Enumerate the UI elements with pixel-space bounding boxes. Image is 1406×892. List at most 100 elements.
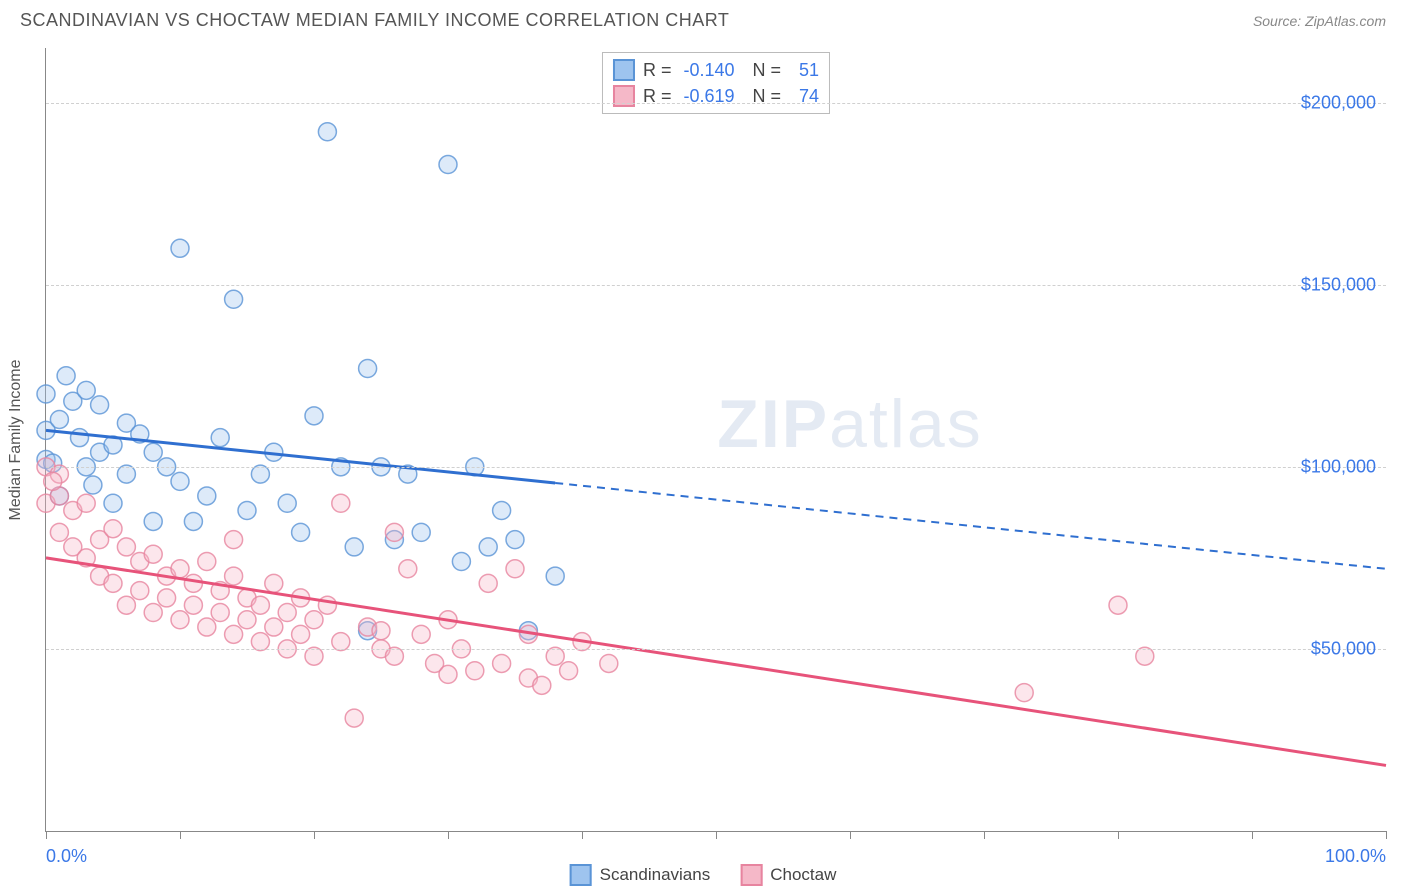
trend-line-solid xyxy=(46,558,1386,766)
scatter-point xyxy=(560,662,578,680)
scatter-point xyxy=(225,625,243,643)
scatter-point xyxy=(77,494,95,512)
y-tick-label: $100,000 xyxy=(1301,456,1376,477)
scatter-point xyxy=(198,487,216,505)
scatter-point xyxy=(251,596,269,614)
scatter-point xyxy=(493,502,511,520)
y-tick-label: $200,000 xyxy=(1301,92,1376,113)
scatter-point xyxy=(506,531,524,549)
scatter-point xyxy=(238,502,256,520)
scatter-point xyxy=(198,553,216,571)
scatter-point xyxy=(278,603,296,621)
legend-item: Choctaw xyxy=(740,864,836,886)
scatter-point xyxy=(104,520,122,538)
scatter-point xyxy=(265,618,283,636)
scatter-point xyxy=(144,443,162,461)
legend-swatch xyxy=(613,85,635,107)
x-tick-label: 100.0% xyxy=(1325,846,1386,867)
scatter-point xyxy=(332,494,350,512)
scatter-point xyxy=(479,538,497,556)
scatter-point xyxy=(466,662,484,680)
scatter-point xyxy=(104,494,122,512)
plot-svg xyxy=(46,48,1386,831)
scatter-point xyxy=(305,407,323,425)
scatter-point xyxy=(345,709,363,727)
legend-item: Scandinavians xyxy=(570,864,711,886)
scatter-point xyxy=(117,596,135,614)
legend-label: Scandinavians xyxy=(600,865,711,885)
r-value: -0.140 xyxy=(680,60,735,81)
legend-swatch xyxy=(613,59,635,81)
scatter-point xyxy=(439,156,457,174)
y-tick-label: $50,000 xyxy=(1311,638,1376,659)
scatter-point xyxy=(452,553,470,571)
x-tick xyxy=(46,831,47,839)
scatter-point xyxy=(546,567,564,585)
scatter-point xyxy=(305,611,323,629)
y-tick-label: $150,000 xyxy=(1301,274,1376,295)
scatter-point xyxy=(412,523,430,541)
scatter-point xyxy=(412,625,430,643)
scatter-point xyxy=(292,625,310,643)
gridline xyxy=(46,285,1386,286)
scatter-point xyxy=(44,472,62,490)
scatter-point xyxy=(225,531,243,549)
scatter-point xyxy=(493,654,511,672)
scatter-point xyxy=(77,381,95,399)
scatter-point xyxy=(345,538,363,556)
legend-label: Choctaw xyxy=(770,865,836,885)
scatter-point xyxy=(198,618,216,636)
stats-legend-box: R = -0.140 N = 51R = -0.619 N = 74 xyxy=(602,52,830,114)
scatter-point xyxy=(318,123,336,141)
scatter-point xyxy=(144,512,162,530)
scatter-point xyxy=(158,589,176,607)
scatter-point xyxy=(238,611,256,629)
x-tick xyxy=(850,831,851,839)
scatter-point xyxy=(57,367,75,385)
chart-area: Median Family Income ZIPatlas R = -0.140… xyxy=(45,48,1386,832)
scatter-point xyxy=(278,494,296,512)
scatter-point xyxy=(600,654,618,672)
stats-row: R = -0.619 N = 74 xyxy=(613,83,819,109)
scatter-point xyxy=(91,396,109,414)
gridline xyxy=(46,467,1386,468)
scatter-point xyxy=(372,622,390,640)
scatter-point xyxy=(225,290,243,308)
scatter-point xyxy=(171,472,189,490)
scatter-point xyxy=(184,596,202,614)
scatter-point xyxy=(399,560,417,578)
scatter-point xyxy=(84,476,102,494)
x-tick xyxy=(314,831,315,839)
scatter-point xyxy=(359,359,377,377)
scatter-point xyxy=(50,523,68,541)
scatter-point xyxy=(131,582,149,600)
scatter-point xyxy=(184,512,202,530)
scatter-point xyxy=(211,603,229,621)
scatter-point xyxy=(1109,596,1127,614)
scatter-point xyxy=(71,429,89,447)
scatter-point xyxy=(385,523,403,541)
stats-row: R = -0.140 N = 51 xyxy=(613,57,819,83)
x-tick xyxy=(1118,831,1119,839)
x-tick xyxy=(1252,831,1253,839)
scatter-point xyxy=(144,603,162,621)
x-tick xyxy=(582,831,583,839)
scatter-point xyxy=(479,574,497,592)
legend-swatch xyxy=(740,864,762,886)
chart-title: SCANDINAVIAN VS CHOCTAW MEDIAN FAMILY IN… xyxy=(20,10,729,31)
scatter-point xyxy=(37,385,55,403)
scatter-point xyxy=(292,523,310,541)
scatter-point xyxy=(171,611,189,629)
x-tick xyxy=(180,831,181,839)
scatter-point xyxy=(117,538,135,556)
scatter-point xyxy=(171,239,189,257)
scatter-point xyxy=(211,429,229,447)
scatter-point xyxy=(1015,684,1033,702)
gridline xyxy=(46,649,1386,650)
x-tick xyxy=(984,831,985,839)
scatter-point xyxy=(225,567,243,585)
bottom-legend: Scandinavians Choctaw xyxy=(570,864,837,886)
x-tick-label: 0.0% xyxy=(46,846,87,867)
source-label: Source: ZipAtlas.com xyxy=(1253,13,1386,29)
legend-swatch xyxy=(570,864,592,886)
